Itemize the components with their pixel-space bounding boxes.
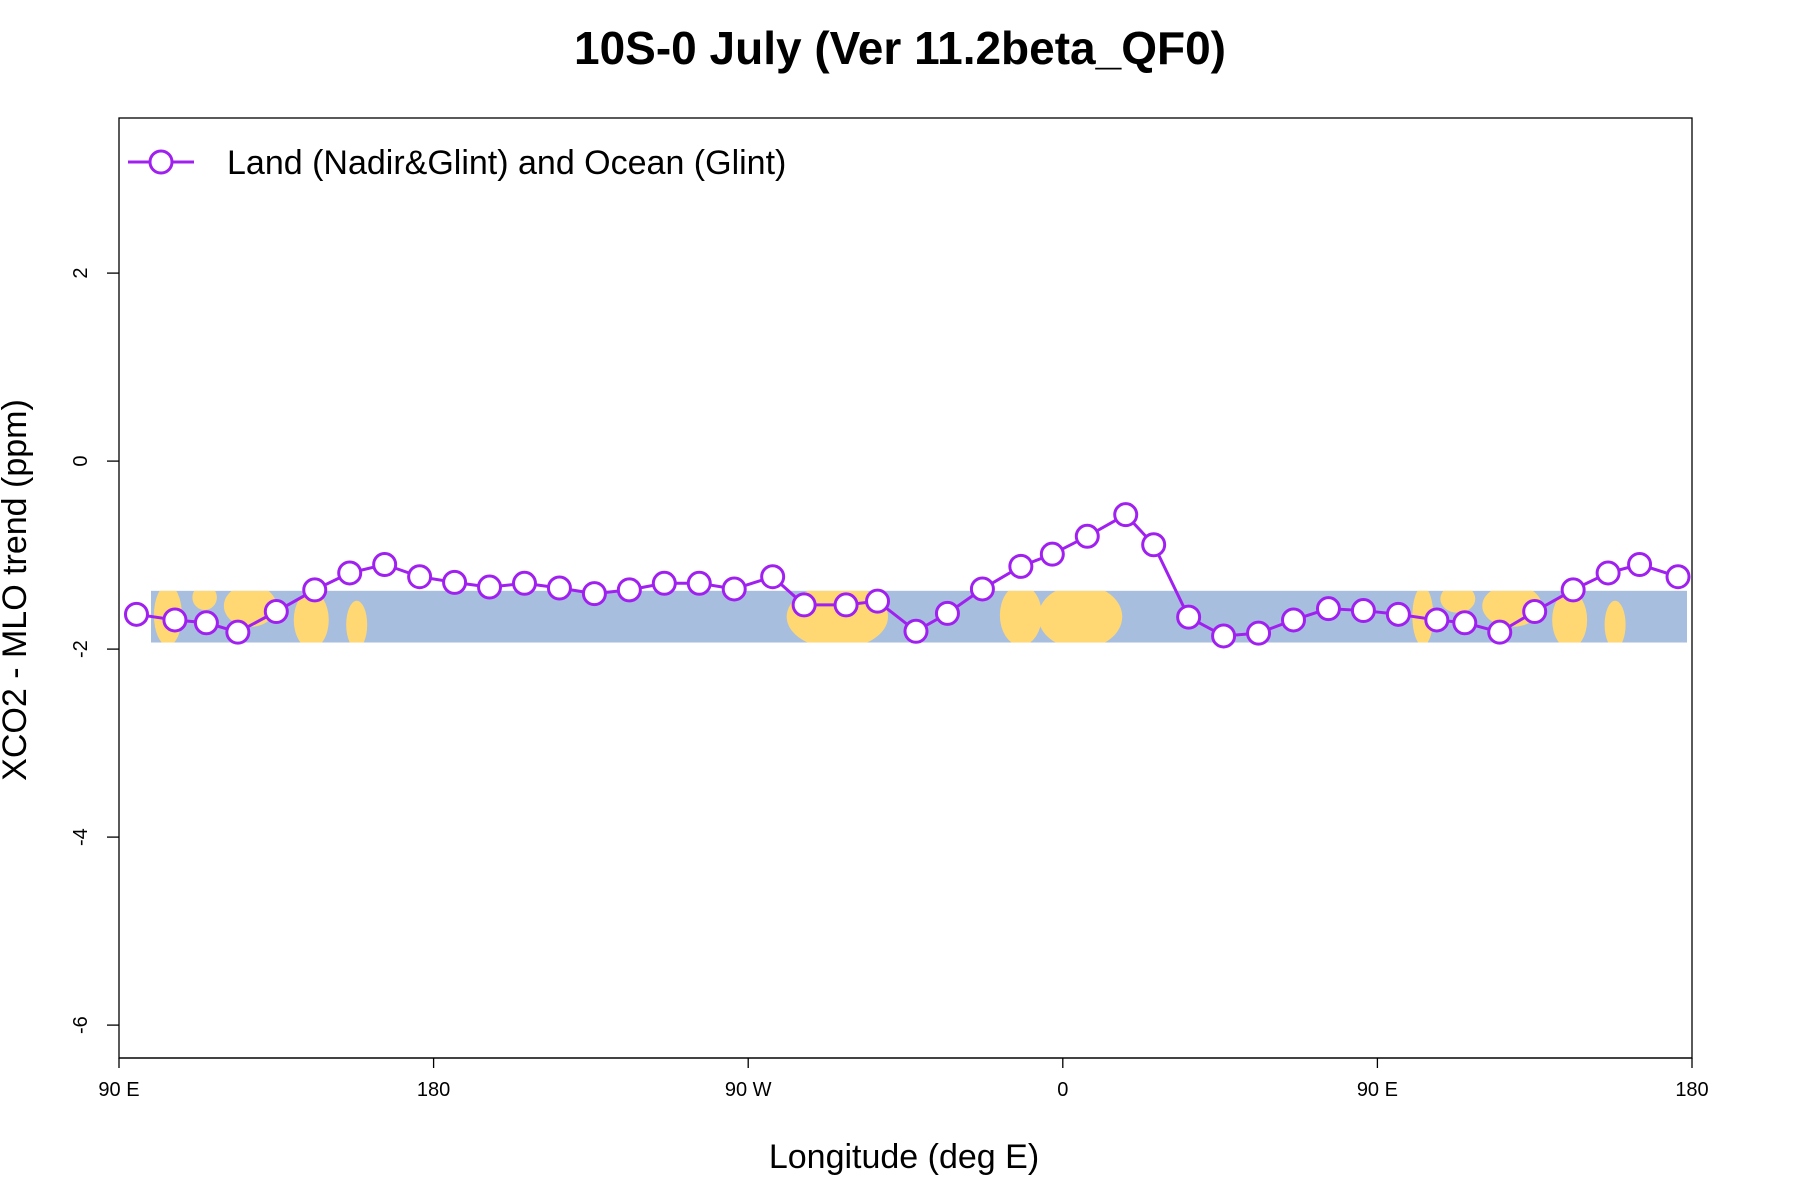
data-point bbox=[1281, 607, 1307, 633]
land-patch bbox=[1440, 590, 1476, 613]
legend-label: Land (Nadir&Glint) and Ocean (Glint) bbox=[227, 144, 786, 182]
data-point bbox=[1487, 619, 1513, 645]
y-tick-label: -2 bbox=[70, 640, 92, 658]
data-point bbox=[1315, 596, 1341, 622]
data-point bbox=[337, 560, 363, 586]
x-axis-title: Longitude (deg E) bbox=[769, 1138, 1039, 1176]
data-point bbox=[123, 601, 149, 627]
data-point bbox=[616, 577, 642, 603]
data-point bbox=[1560, 577, 1586, 603]
data-point bbox=[969, 576, 995, 602]
legend-marker-swatch bbox=[148, 149, 174, 175]
series-land-ocean bbox=[123, 502, 1691, 649]
land-patch bbox=[346, 600, 368, 643]
x-tick-label: 90 W bbox=[725, 1079, 772, 1101]
data-point bbox=[760, 564, 786, 590]
data-point bbox=[225, 619, 251, 645]
chart-title: 10S-0 July (Ver 11.2beta_QF0) bbox=[574, 22, 1226, 74]
land-patch bbox=[293, 591, 329, 643]
x-tick-label: 0 bbox=[1057, 1079, 1068, 1101]
data-point bbox=[686, 570, 712, 596]
data-point bbox=[162, 607, 188, 633]
x-tick-label: 180 bbox=[1675, 1079, 1708, 1101]
data-point bbox=[934, 600, 960, 626]
data-point bbox=[865, 588, 891, 614]
axes: 90 E 180 90 W 0 90 E 180 2 0 -2 -4 -6 bbox=[70, 268, 1709, 1101]
land-shapes bbox=[153, 590, 1626, 643]
data-point bbox=[581, 581, 607, 607]
data-point bbox=[477, 574, 503, 600]
data-point bbox=[903, 618, 929, 644]
data-point bbox=[1424, 607, 1450, 633]
data-point bbox=[442, 569, 468, 595]
land-patch bbox=[999, 590, 1042, 643]
data-point bbox=[1385, 601, 1411, 627]
data-point bbox=[372, 552, 398, 577]
y-tick-label: -4 bbox=[70, 828, 92, 846]
land-patch bbox=[1552, 591, 1588, 643]
y-tick-label: 0 bbox=[70, 456, 92, 467]
data-point bbox=[302, 577, 328, 603]
data-point bbox=[1039, 541, 1065, 567]
data-point bbox=[1246, 620, 1272, 646]
data-point bbox=[1627, 552, 1653, 577]
data-point bbox=[193, 610, 219, 636]
data-point bbox=[263, 599, 289, 624]
y-tick-label: -6 bbox=[70, 1016, 92, 1034]
data-point bbox=[791, 592, 817, 618]
data-point bbox=[1595, 560, 1621, 586]
data-point bbox=[651, 570, 677, 596]
land-patch bbox=[1604, 600, 1626, 643]
legend: Land (Nadir&Glint) and Ocean (Glint) bbox=[128, 144, 786, 182]
x-tick-label: 180 bbox=[417, 1079, 450, 1101]
data-point bbox=[407, 564, 433, 590]
data-point bbox=[546, 575, 572, 601]
data-point bbox=[721, 576, 747, 602]
data-point bbox=[511, 570, 537, 596]
data-point bbox=[1074, 523, 1100, 549]
land-patch bbox=[1038, 590, 1123, 643]
x-tick-label: 90 E bbox=[98, 1079, 139, 1101]
y-tick-label: 2 bbox=[70, 268, 92, 279]
data-point bbox=[833, 592, 859, 618]
data-point bbox=[1665, 564, 1691, 590]
data-point bbox=[1452, 610, 1478, 636]
data-point bbox=[1141, 532, 1167, 558]
y-axis-title: XCO2 - MLO trend (ppm) bbox=[0, 399, 34, 781]
data-point bbox=[1211, 623, 1237, 649]
land-patch bbox=[192, 590, 217, 610]
data-point bbox=[1522, 599, 1548, 624]
data-point bbox=[1113, 502, 1139, 528]
data-point bbox=[1008, 553, 1034, 579]
data-point bbox=[1350, 598, 1376, 624]
data-point bbox=[1176, 604, 1202, 630]
x-tick-label: 90 E bbox=[1357, 1079, 1398, 1101]
plot-frame bbox=[118, 117, 1693, 1059]
